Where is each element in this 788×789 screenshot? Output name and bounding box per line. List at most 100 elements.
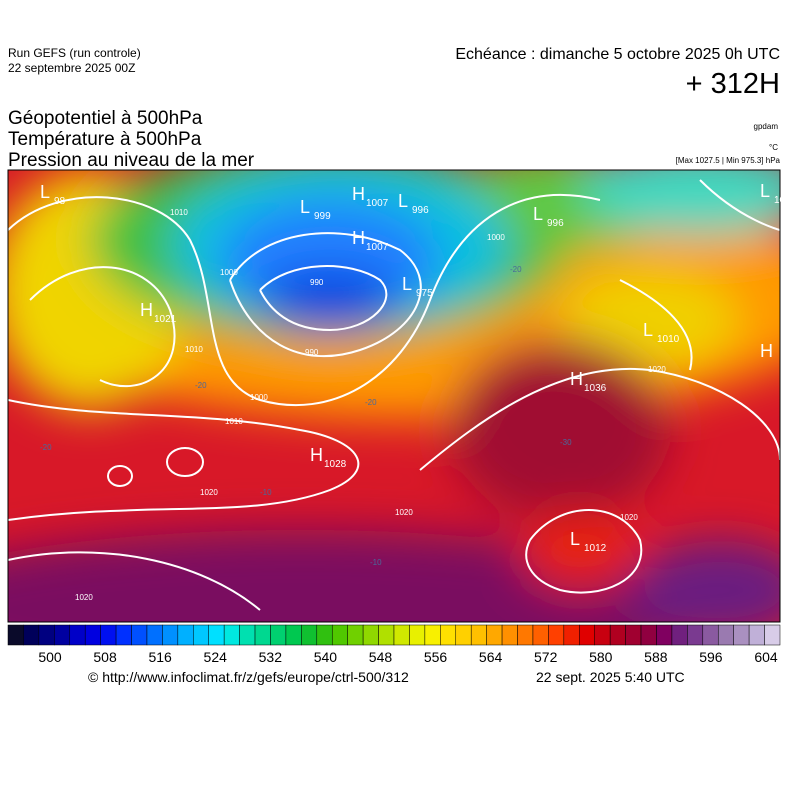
- colorbar-swatch: [23, 624, 40, 646]
- colorbar-swatch: [594, 624, 611, 646]
- pressure-center-value: 1010: [657, 334, 680, 345]
- colorbar-swatch: [501, 624, 518, 646]
- pressure-center-type: L: [300, 197, 310, 217]
- colorbar-swatch: [671, 624, 688, 646]
- colorbar-swatch: [239, 624, 256, 646]
- isobars: [8, 179, 780, 611]
- colorbar-swatch: [301, 624, 318, 646]
- colorbar-swatch: [517, 624, 534, 646]
- colorbar-swatch: [579, 624, 595, 646]
- unit: gpdam: [753, 122, 778, 131]
- colorbar-swatch: [270, 624, 287, 646]
- colorbar-swatch: [378, 624, 395, 646]
- colorbar-swatch: [532, 624, 549, 646]
- colorbar-label: 604: [754, 649, 778, 665]
- colorbar-swatch: [146, 624, 163, 646]
- map-frame: [7, 169, 781, 623]
- pressure-center-type: L: [643, 320, 653, 340]
- contour-label: 1000: [487, 233, 505, 242]
- pressure-center-value: 999: [314, 211, 331, 222]
- colorbar-swatch: [440, 624, 457, 646]
- colorbar-swatch: [84, 624, 101, 646]
- colorbar-swatch: [656, 624, 673, 646]
- source-url[interactable]: © http://www.infoclimat.fr/z/gefs/europe…: [88, 669, 409, 685]
- colorbar-swatch: [424, 624, 441, 646]
- colorbar-swatch: [563, 624, 580, 646]
- pressure-center-type: L: [760, 181, 770, 201]
- contour-label: -20: [510, 265, 522, 274]
- colorbar-label: 516: [148, 649, 172, 665]
- map-field: [8, 170, 780, 622]
- colorbar-swatch: [548, 624, 565, 646]
- contour-label: 1020: [620, 513, 638, 522]
- colorbar-swatch: [223, 624, 240, 646]
- colorbar-swatch: [177, 624, 194, 646]
- colorbar-label: 500: [38, 649, 62, 665]
- contour-label: -10: [370, 558, 382, 567]
- field: Température à 500hPa: [8, 129, 202, 150]
- pressure-center-value: 98: [54, 196, 66, 207]
- forecast: Echéance : dimanche 5 octobre 2025 0h UT…: [455, 46, 780, 63]
- field: Pression au niveau de la mer: [8, 150, 255, 171]
- pressure-center-type: H: [352, 184, 365, 204]
- colorbar-swatch: [131, 624, 148, 646]
- colorbar-swatch: [316, 624, 333, 646]
- colorbar-label: 532: [259, 649, 283, 665]
- colorbar-swatch: [393, 624, 410, 646]
- contour-label: 1020: [648, 365, 666, 374]
- contour-label: 1020: [75, 593, 93, 602]
- colorbar-label: 508: [93, 649, 117, 665]
- contour-label: -20: [195, 381, 207, 390]
- pressure-center-type: L: [570, 529, 580, 549]
- colorbar-swatch: [702, 624, 719, 646]
- colorbar-swatch: [331, 624, 348, 646]
- unit: °C: [769, 143, 778, 152]
- pressure-center-type: L: [398, 191, 408, 211]
- pressure-center-type: H: [760, 341, 773, 361]
- unit: [Max 1027.5 | Min 975.3] hPa: [675, 156, 780, 165]
- colorbar-swatch: [347, 624, 364, 646]
- lead-time: + 312H: [685, 68, 780, 100]
- pressure-center-value: 1007: [366, 198, 389, 209]
- colorbar-swatch: [254, 624, 271, 646]
- colorbar-swatch: [162, 624, 179, 646]
- contour-label: 990: [305, 348, 319, 357]
- pressure-center-value: 1007: [366, 242, 389, 253]
- colorbar-swatch: [486, 624, 503, 646]
- contour-label: 1000: [220, 268, 238, 277]
- colorbar-label: 588: [644, 649, 668, 665]
- contour-label: 1020: [200, 488, 218, 497]
- timestamp: 22 sept. 2025 5:40 UTC: [536, 669, 685, 685]
- contour-label: -30: [560, 438, 572, 447]
- pressure-center-type: H: [570, 369, 583, 389]
- contour-label: 1010: [225, 417, 243, 426]
- colorbar-swatch: [687, 624, 704, 646]
- colorbar-swatch: [470, 624, 487, 646]
- pressure-center-type: L: [533, 204, 543, 224]
- contour-label: 1000: [250, 393, 268, 402]
- pressure-center-type: H: [140, 300, 153, 320]
- colorbar-label: 572: [534, 649, 558, 665]
- colorbar-swatch: [208, 624, 225, 646]
- contour-label: 1010: [170, 208, 188, 217]
- contour-label: -20: [40, 443, 52, 452]
- colorbar-swatch: [609, 624, 626, 646]
- pressure-center-value: 1021: [154, 314, 177, 325]
- contour-label: 1010: [185, 345, 203, 354]
- pressure-center-type: L: [40, 182, 50, 202]
- colorbar-swatch: [362, 624, 379, 646]
- colorbar-label: 540: [314, 649, 338, 665]
- colorbar-swatch: [100, 624, 117, 646]
- colorbar-swatch: [193, 624, 209, 646]
- colorbar-swatch: [409, 624, 426, 646]
- colorbar-swatch: [764, 624, 781, 646]
- pressure-center-value: 1012: [584, 543, 607, 554]
- colorbar-swatch: [69, 624, 86, 646]
- field: Géopotentiel à 500hPa: [8, 108, 203, 129]
- contour-label: -10: [260, 488, 272, 497]
- pressure-center-value: 975: [416, 288, 433, 299]
- colorbar-swatch: [115, 624, 132, 646]
- colorbar-label: 596: [699, 649, 723, 665]
- pressure-center-value: 996: [547, 218, 564, 229]
